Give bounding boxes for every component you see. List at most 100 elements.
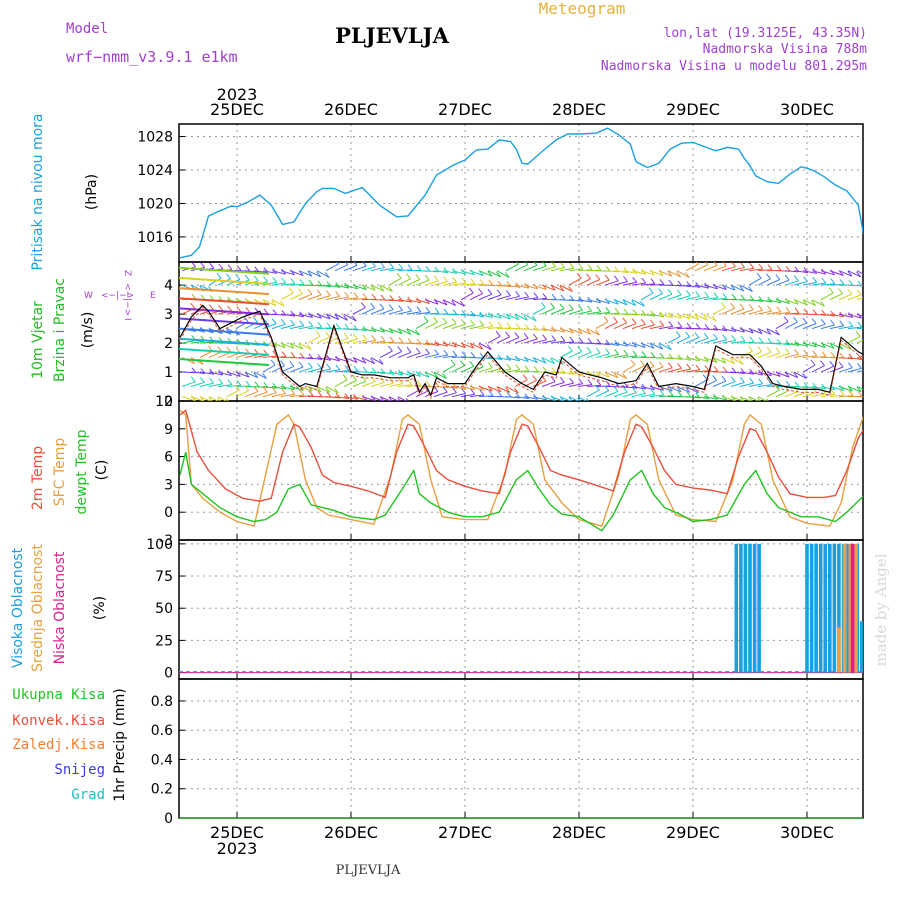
wind-barb-feather bbox=[659, 289, 663, 294]
wind-barb-feather bbox=[642, 278, 646, 283]
wind-barb-feather bbox=[228, 306, 232, 311]
wind-barb-feather bbox=[829, 288, 833, 293]
wind-barb-feather bbox=[650, 361, 654, 366]
wind-barb-feather bbox=[308, 289, 312, 294]
wind-barb-feather bbox=[811, 360, 815, 365]
pressure-title: Pritisak na nivou mora bbox=[30, 113, 46, 270]
wind-barb-feather bbox=[407, 274, 411, 279]
y-tick-label: 1020 bbox=[137, 196, 173, 212]
wind-barb-feather bbox=[696, 324, 700, 329]
cloud-high-bar bbox=[823, 544, 827, 673]
wind-barb-feather bbox=[506, 291, 510, 296]
wind-barb-feather bbox=[316, 331, 320, 336]
wind-barb-feather bbox=[741, 263, 745, 268]
wind-barb-feather bbox=[578, 347, 582, 352]
wind-barb-feather bbox=[533, 334, 537, 339]
wind-barb-feather bbox=[624, 277, 628, 282]
wind-barb-feather bbox=[596, 348, 600, 353]
wind-barb-feather bbox=[397, 273, 401, 278]
top-day-label: 30DEC bbox=[780, 100, 834, 119]
cloud-low-bar bbox=[851, 544, 855, 673]
wind-barb-feather bbox=[768, 306, 772, 311]
wind-barb-feather bbox=[417, 380, 421, 385]
wind-barb-feather bbox=[748, 346, 752, 351]
wind-barb-feather bbox=[579, 338, 583, 343]
cloud-mid-label: Srednja Oblacnost bbox=[30, 544, 46, 672]
model-value: wrf−nmm_v3.9.1 e1km bbox=[66, 48, 238, 66]
wind-barb-feather bbox=[353, 260, 357, 265]
elevation-label: Nadmorska Visina 788m bbox=[703, 42, 868, 57]
wind-barb-feather bbox=[813, 277, 817, 282]
wind-barb-feather bbox=[822, 278, 826, 283]
wind-barb-feather bbox=[840, 321, 844, 326]
wind-barb-feather bbox=[848, 289, 852, 294]
top-day-label: 25DEC bbox=[210, 100, 264, 119]
wind-barb-feather bbox=[219, 379, 223, 384]
wind-barb-feather bbox=[812, 319, 816, 324]
wind-barb-feather bbox=[705, 292, 709, 297]
wind-barb-feather bbox=[821, 361, 825, 366]
wind-barb-feather bbox=[254, 276, 258, 281]
wind-barb-feather bbox=[588, 338, 592, 343]
wind-fan bbox=[179, 288, 269, 294]
bottom-day-label: 27DEC bbox=[438, 823, 492, 842]
wind-barb-feather bbox=[570, 337, 574, 342]
y-tick-label: 75 bbox=[155, 569, 173, 585]
wind-barb-feather bbox=[642, 352, 646, 357]
wind-barb-feather bbox=[713, 375, 717, 380]
y-tick-label: 1024 bbox=[137, 163, 173, 179]
wind-barb-feather bbox=[794, 317, 798, 322]
wind-barb-feather bbox=[848, 363, 852, 368]
wind-barb-feather bbox=[372, 335, 376, 340]
wind-barb-feather bbox=[831, 320, 835, 325]
wind-barb-feather bbox=[300, 321, 304, 326]
wind-barb-feather bbox=[408, 380, 412, 385]
wind-barb-feather bbox=[299, 362, 303, 367]
bottom-year-label: 2023 bbox=[217, 839, 258, 858]
wind-barb-feather bbox=[552, 294, 556, 299]
wind-barb-feather bbox=[623, 318, 627, 323]
wind-barb-feather bbox=[516, 365, 520, 370]
wind-barb-feather bbox=[388, 346, 392, 351]
y-tick-label: 2 bbox=[164, 336, 173, 352]
wind-barb-feather bbox=[345, 292, 349, 297]
cloud-high-bar bbox=[810, 544, 814, 673]
wind-barb-feather bbox=[587, 347, 591, 352]
wind-barb-feather bbox=[318, 391, 322, 396]
wind-barb-feather bbox=[759, 305, 763, 310]
wind-barb-feather bbox=[858, 322, 862, 327]
wind-barb-feather bbox=[363, 367, 367, 372]
top-day-label: 27DEC bbox=[438, 100, 492, 119]
wind-barb-feather bbox=[488, 363, 492, 368]
wind-barb-feather bbox=[849, 280, 853, 285]
wind-barb-feather bbox=[272, 319, 276, 324]
y-tick-label: 12 bbox=[155, 394, 173, 410]
wind-barb-feather bbox=[614, 276, 618, 281]
bottom-day-label: 29DEC bbox=[666, 823, 720, 842]
wind-barb-feather bbox=[866, 314, 870, 319]
wind-barb-feather bbox=[534, 293, 538, 298]
wind-barb-feather bbox=[426, 381, 430, 386]
wind-barb-feather bbox=[786, 381, 790, 386]
cloud-high-bar bbox=[753, 544, 757, 673]
model-elevation-label: Nadmorska Visina u modelu 801.295m bbox=[601, 59, 867, 74]
wind-barb-feather bbox=[579, 305, 583, 310]
wind-barb-feather bbox=[443, 318, 447, 323]
compass-w: W bbox=[84, 291, 93, 301]
wind-barb-feather bbox=[624, 309, 628, 314]
wind-barb-feather bbox=[444, 350, 448, 355]
wind-barb-feather bbox=[741, 336, 745, 341]
wind-barb-feather bbox=[407, 347, 411, 352]
cloud-mid-bar bbox=[837, 628, 841, 673]
wind-barb-feather bbox=[740, 304, 744, 309]
wind-fan bbox=[179, 329, 269, 335]
meteogram-label: Meteogram bbox=[539, 0, 626, 18]
watermark: made by Angel bbox=[872, 553, 890, 666]
wind-barb-feather bbox=[669, 391, 673, 396]
wind-barb-feather bbox=[759, 338, 763, 343]
wind-title2: Brzina i Pravac bbox=[52, 278, 68, 382]
wind-barb-feather bbox=[560, 304, 564, 309]
y-tick-label: 0.4 bbox=[151, 752, 173, 768]
wind-barb-feather bbox=[309, 280, 313, 285]
wind-barb-feather bbox=[605, 275, 609, 280]
